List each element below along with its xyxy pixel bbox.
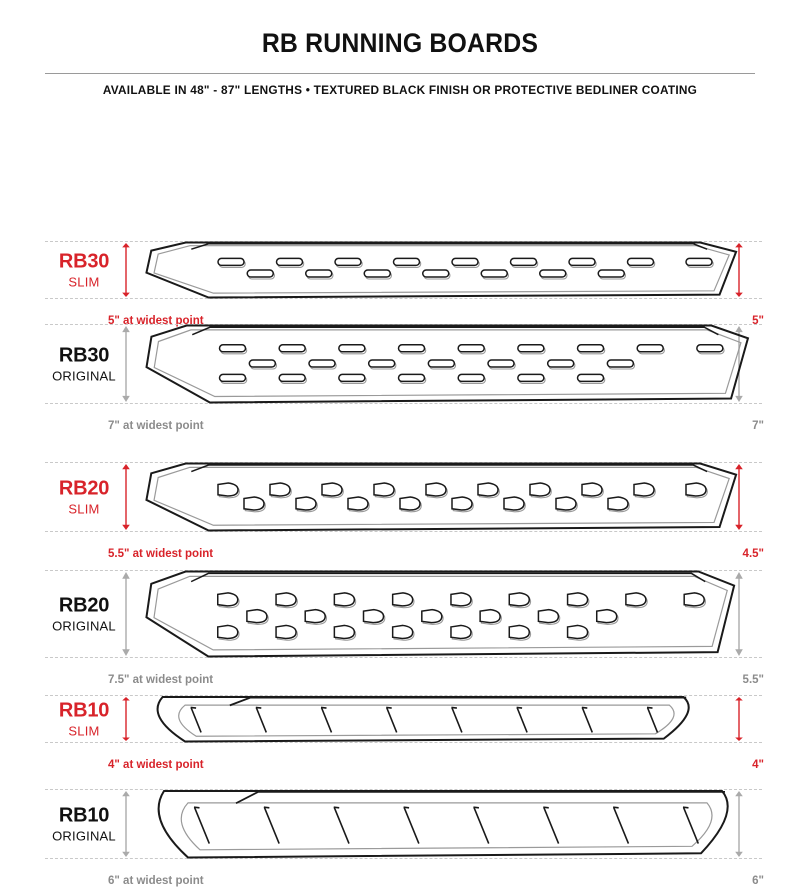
board-illustration (143, 324, 755, 404)
width-caption: 5.5" at widest point (108, 548, 214, 560)
height-dimension-arrow (733, 243, 745, 297)
height-dimension-arrow (733, 572, 745, 656)
height-caption: 6" (752, 875, 764, 887)
board-row: RB20 ORIGINAL 7.5" at widest point 5.5" (0, 570, 800, 686)
height-dimension-arrow (733, 697, 745, 741)
board-variant: ORIGINAL (52, 828, 116, 844)
board-model: RB20 (58, 477, 110, 500)
board-label: RB30 ORIGINAL (45, 346, 123, 383)
board-variant: SLIM (68, 274, 100, 290)
width-caption: 4" at widest point (108, 759, 204, 771)
guide-line-bottom (45, 298, 762, 299)
board-model: RB10 (58, 699, 110, 722)
board-illustration (143, 462, 743, 532)
width-caption: 7.5" at widest point (108, 674, 214, 686)
board-row: RB20 SLIM 5.5" at widest point 4.5" (0, 462, 800, 560)
board-row: RB10 SLIM 4" at widest point 4" (0, 695, 800, 771)
width-caption: 7" at widest point (108, 420, 204, 432)
board-illustration (143, 695, 703, 743)
guide-line-top (45, 789, 762, 790)
board-variant: SLIM (68, 723, 100, 739)
guide-line-bottom (45, 531, 762, 532)
height-caption: 4.5" (742, 548, 764, 560)
board-variant: SLIM (68, 501, 100, 517)
height-caption: 4" (752, 759, 764, 771)
board-label: RB30 SLIM (45, 252, 123, 289)
guide-line-bottom (45, 742, 762, 743)
width-dimension-arrow (120, 243, 132, 297)
width-dimension-arrow (120, 697, 132, 741)
board-row: RB30 ORIGINAL 7" at widest point 7" (0, 324, 800, 432)
page-title: RB RUNNING BOARDS (261, 28, 539, 58)
board-model: RB30 (58, 250, 110, 273)
board-model: RB10 (58, 804, 110, 827)
page-subtitle: AVAILABLE IN 48" - 87" LENGTHS • TEXTURE… (102, 83, 698, 97)
width-dimension-arrow (120, 326, 132, 402)
height-caption: 5" (752, 315, 764, 327)
width-dimension-arrow (120, 464, 132, 530)
header-divider (45, 73, 755, 74)
board-variant: ORIGINAL (52, 368, 116, 384)
guide-line-bottom (45, 403, 762, 404)
board-model: RB20 (58, 594, 110, 617)
board-illustration (143, 570, 741, 658)
board-label: RB20 ORIGINAL (45, 596, 123, 633)
width-dimension-arrow (120, 791, 132, 857)
guide-line-bottom (45, 657, 762, 658)
guide-line-top (45, 695, 762, 696)
page-header: RB RUNNING BOARDS AVAILABLE IN 48" - 87"… (0, 0, 800, 97)
board-label: RB10 SLIM (45, 701, 123, 738)
width-dimension-arrow (120, 572, 132, 656)
board-row: RB30 SLIM 5" at widest point 5" (0, 241, 800, 327)
board-label: RB20 SLIM (45, 479, 123, 516)
board-model: RB30 (58, 344, 110, 367)
board-variant: ORIGINAL (52, 618, 116, 634)
board-label: RB10 ORIGINAL (45, 806, 123, 843)
height-caption: 7" (752, 420, 764, 432)
height-dimension-arrow (733, 464, 745, 530)
guide-line-top (45, 570, 762, 571)
width-caption: 6" at widest point (108, 875, 204, 887)
board-illustration (143, 241, 743, 299)
height-caption: 5.5" (742, 674, 764, 686)
